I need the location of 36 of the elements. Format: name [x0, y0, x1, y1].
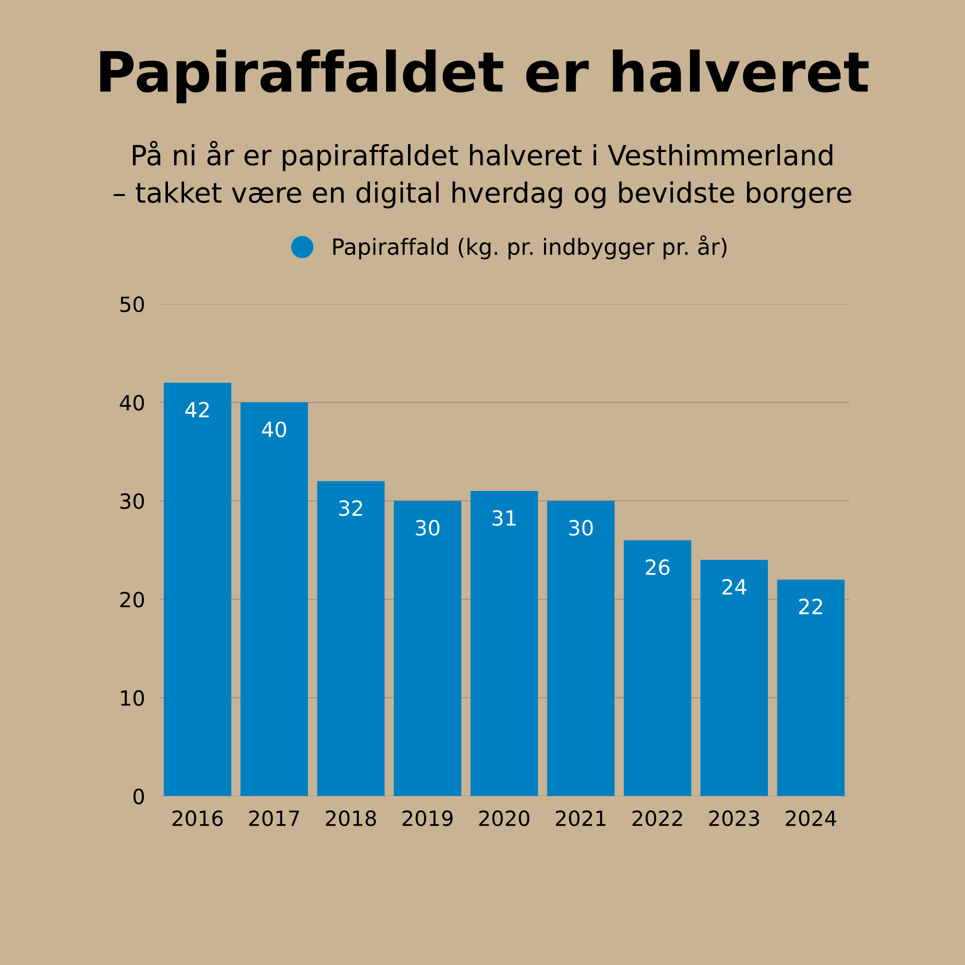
x-tick-label: 2021	[556, 810, 606, 826]
bar	[394, 500, 462, 796]
y-tick-label: 10	[121, 690, 144, 706]
data-label: 30	[416, 520, 440, 536]
x-tick-label: 2018	[326, 810, 376, 826]
data-label: 24	[722, 578, 746, 594]
y-tick-label: 40	[120, 394, 144, 411]
x-tick-label: 2024	[786, 810, 836, 826]
y-tick-label: 50	[120, 296, 144, 312]
x-tick-label: 2019	[402, 810, 453, 826]
data-label: 32	[339, 500, 362, 516]
bar	[624, 540, 692, 796]
chart-title: Papiraffaldet er halveret	[100, 49, 869, 104]
data-label: 30	[569, 520, 593, 536]
y-tick-label: 30	[120, 493, 144, 510]
bar	[700, 560, 768, 796]
data-label: 42	[185, 402, 209, 418]
y-tick-label: 20	[120, 592, 144, 608]
x-tick-label: 2023	[709, 810, 760, 826]
bar	[547, 500, 615, 796]
data-label: 22	[799, 598, 822, 614]
bar	[240, 402, 308, 796]
legend-label: Papiraffald (kg. pr. indbygger pr. år)	[333, 235, 726, 260]
data-label: 31	[492, 510, 516, 526]
bar	[317, 481, 385, 796]
data-label: 26	[646, 559, 670, 576]
bar	[164, 382, 232, 796]
x-tick-label: 2020	[479, 810, 530, 826]
bar	[777, 580, 845, 796]
bar	[470, 490, 538, 796]
data-label: 40	[262, 422, 286, 438]
x-tick-label: 2016	[172, 810, 223, 826]
chart-subtitle: På ni år er papiraffaldet halveret i Vesthimmerland – takket være en digital hverdag og bevidste borgere	[114, 140, 852, 208]
x-tick-label: 2022	[632, 810, 682, 826]
x-tick-label: 2017	[249, 810, 299, 826]
y-tick-label: 0	[133, 788, 144, 804]
